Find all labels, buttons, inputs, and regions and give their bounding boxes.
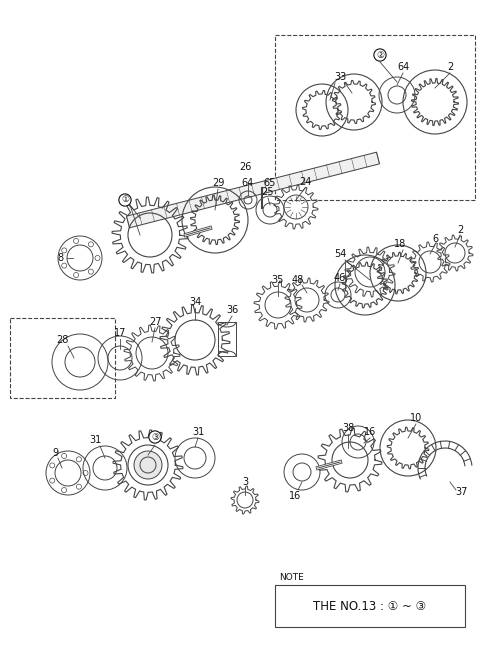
Text: 33: 33 xyxy=(334,72,346,82)
Text: 35: 35 xyxy=(272,275,284,285)
Text: 37: 37 xyxy=(456,487,468,497)
Text: 64: 64 xyxy=(242,178,254,188)
Text: 9: 9 xyxy=(52,448,58,458)
Text: 25: 25 xyxy=(262,187,274,197)
Bar xyxy=(218,322,236,356)
Text: 31: 31 xyxy=(89,435,101,445)
Text: 6: 6 xyxy=(432,234,438,244)
Text: 3: 3 xyxy=(242,477,248,487)
Text: 31: 31 xyxy=(192,427,204,437)
Text: 2: 2 xyxy=(457,225,463,235)
Text: 16: 16 xyxy=(364,427,376,437)
Text: 8: 8 xyxy=(57,253,63,263)
Text: ①: ① xyxy=(121,195,129,204)
Circle shape xyxy=(134,451,162,479)
Text: 10: 10 xyxy=(410,413,422,423)
Text: ②: ② xyxy=(376,50,384,60)
Text: 17: 17 xyxy=(114,328,126,338)
Text: 24: 24 xyxy=(299,177,311,187)
Text: THE NO.13 : ① ~ ③: THE NO.13 : ① ~ ③ xyxy=(313,599,427,612)
Polygon shape xyxy=(127,152,380,228)
Text: 36: 36 xyxy=(226,305,238,315)
Text: 65: 65 xyxy=(264,178,276,188)
Text: 29: 29 xyxy=(212,178,224,188)
Text: 2: 2 xyxy=(447,62,453,72)
Text: ③: ③ xyxy=(151,432,159,441)
Text: 54: 54 xyxy=(334,249,346,259)
Text: 34: 34 xyxy=(189,297,201,307)
Text: NOTE: NOTE xyxy=(279,573,304,582)
Text: 48: 48 xyxy=(292,275,304,285)
Text: 16: 16 xyxy=(289,491,301,501)
Text: 46: 46 xyxy=(334,273,346,283)
Text: 64: 64 xyxy=(397,62,409,72)
Text: 26: 26 xyxy=(239,162,251,172)
Bar xyxy=(275,585,465,627)
Text: 18: 18 xyxy=(394,239,406,249)
Text: 38: 38 xyxy=(342,423,354,433)
Text: 27: 27 xyxy=(149,317,161,327)
Text: 28: 28 xyxy=(56,335,68,345)
